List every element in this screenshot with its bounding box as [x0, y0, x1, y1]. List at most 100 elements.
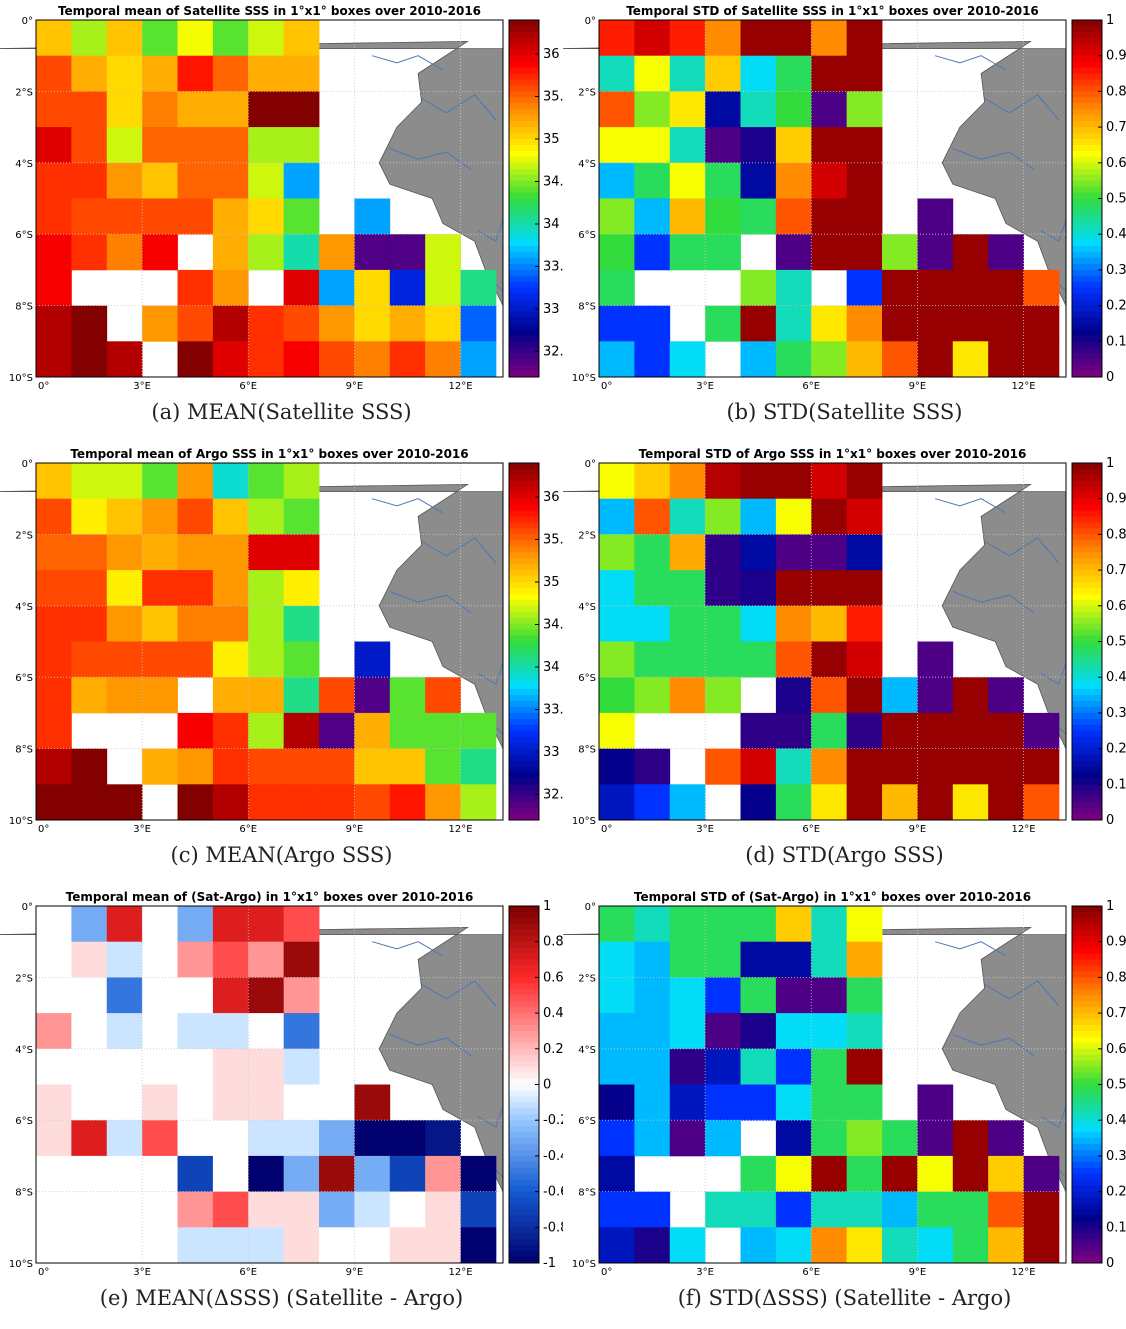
heatmap-cell — [811, 162, 848, 199]
colorbar-segment — [1072, 929, 1102, 937]
colorbar-tick-label: 35.5 — [543, 533, 563, 548]
heatmap-cell — [882, 712, 918, 749]
colorbar-segment — [509, 796, 539, 803]
heatmap-cell — [248, 162, 285, 199]
colorbar-segment — [1072, 558, 1102, 565]
heatmap-cell — [460, 1191, 497, 1228]
heatmap-cell — [71, 463, 108, 500]
colorbar-segment — [509, 323, 539, 330]
y-tick-label: 6°S — [578, 673, 596, 684]
colorbar-segment — [509, 234, 539, 241]
colorbar-tick-label: 0.4 — [543, 1006, 563, 1021]
colorbar-segment — [1072, 528, 1102, 535]
heatmap-cell — [319, 269, 355, 306]
heatmap-cell — [106, 20, 143, 57]
heatmap-cell — [71, 1227, 108, 1264]
chart-title: Temporal mean of Satellite SSS in 1°x1° … — [58, 4, 481, 18]
heatmap-cell — [988, 1155, 1024, 1192]
heatmap-cell — [599, 1227, 635, 1264]
heatmap-cell — [36, 1120, 72, 1157]
colorbar-segment — [1072, 593, 1102, 601]
colorbar-segment — [509, 1048, 539, 1056]
colorbar-segment — [1072, 623, 1102, 631]
colorbar-segment — [509, 534, 539, 541]
chart-title: Temporal STD of Satellite SSS in 1°x1° b… — [626, 4, 1039, 18]
colorbar-segment — [1072, 706, 1102, 714]
heatmap-cell — [106, 1155, 143, 1192]
colorbar-segment — [509, 156, 539, 164]
heatmap-cell — [71, 341, 108, 378]
heatmap-cell — [212, 677, 249, 714]
heatmap-cell — [36, 1013, 72, 1050]
heatmap-cell — [425, 1191, 461, 1228]
colorbar-tick-label: -0.6 — [543, 1185, 563, 1200]
colorbar-segment — [509, 1245, 539, 1252]
heatmap-cell — [846, 1155, 883, 1192]
heatmap-cell — [36, 305, 72, 342]
heatmap-cell — [425, 677, 461, 714]
heatmap-cell — [740, 162, 777, 199]
heatmap-cell — [705, 498, 741, 535]
heatmap-cell — [354, 748, 391, 785]
heatmap-cell — [1023, 1191, 1060, 1228]
colorbar-segment — [509, 1013, 539, 1020]
colorbar-tick-label: 35 — [543, 132, 560, 147]
heatmap-cell — [142, 127, 178, 164]
heatmap-cell — [389, 677, 426, 714]
heatmap-cell — [71, 1084, 108, 1121]
heatmap-cell — [846, 463, 883, 500]
heatmap-cell — [599, 1013, 635, 1050]
colorbar-segment — [509, 1007, 539, 1014]
colorbar-segment — [1072, 647, 1102, 654]
heatmap-cell — [283, 341, 320, 378]
colorbar-segment — [1072, 216, 1102, 223]
heatmap-cell — [599, 305, 635, 342]
y-tick-label: 2°S — [578, 87, 596, 98]
heatmap-cell — [882, 1227, 918, 1264]
colorbar-segment — [1072, 91, 1102, 98]
colorbar-segment — [509, 263, 539, 271]
heatmap-cell — [599, 1191, 635, 1228]
colorbar-segment — [1072, 1257, 1102, 1264]
heatmap-cell — [319, 677, 355, 714]
heatmap-cell — [248, 977, 285, 1014]
heatmap-cell — [811, 1013, 848, 1050]
heatmap-cell — [36, 234, 72, 271]
colorbar-frame — [508, 462, 540, 821]
colorbar-segment — [1072, 335, 1102, 342]
colorbar-tick-label: 1 — [1106, 899, 1114, 914]
colorbar-segment — [509, 906, 539, 913]
heatmap-cell — [775, 127, 812, 164]
heatmap-cell — [775, 641, 812, 678]
colorbar-segment — [1072, 210, 1102, 217]
colorbar-tick-label: 0.7 — [1106, 563, 1126, 578]
heatmap-cell — [988, 341, 1024, 378]
y-tick-label: 8°S — [15, 745, 33, 756]
colorbar-segment — [509, 665, 539, 672]
heatmap-cell — [36, 748, 72, 785]
river-line — [371, 498, 444, 514]
colorbar-segment — [1072, 365, 1102, 372]
y-tick-label: 4°S — [15, 159, 33, 170]
colorbar-segment — [1072, 965, 1102, 972]
colorbar-segment — [509, 1001, 539, 1008]
colorbar-segment — [509, 629, 539, 637]
heatmap-cell — [846, 977, 883, 1014]
heatmap-cell — [599, 234, 635, 271]
heatmap-cell — [71, 162, 108, 199]
heatmap-cell — [389, 748, 426, 785]
heatmap-cell — [212, 941, 249, 978]
colorbar-segment — [1072, 168, 1102, 176]
heatmap-cell — [634, 463, 671, 500]
heatmap-cell — [71, 91, 108, 128]
heatmap-cell — [71, 20, 108, 57]
heatmap-cell — [177, 1227, 214, 1264]
heatmap-cell — [846, 1120, 883, 1157]
heatmap-cell — [952, 784, 989, 821]
colorbar-segment — [509, 371, 539, 378]
colorbar-segment — [1072, 1054, 1102, 1062]
x-tick-label: 9°E — [909, 381, 927, 392]
heatmap-cell — [634, 677, 671, 714]
colorbar-segment — [509, 115, 539, 122]
heatmap-cell — [248, 498, 285, 535]
